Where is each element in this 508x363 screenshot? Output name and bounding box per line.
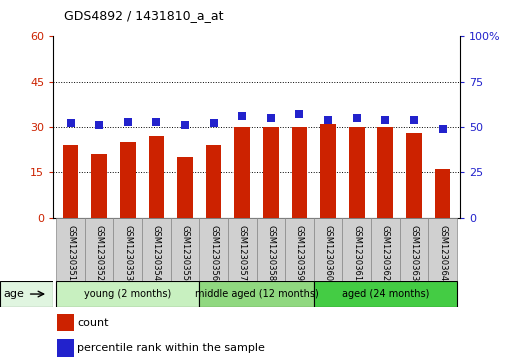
Bar	[234, 127, 250, 218]
Point	[296, 111, 304, 117]
Point	[324, 117, 332, 123]
Text: GSM1230353: GSM1230353	[123, 225, 132, 282]
Bar	[314, 218, 342, 281]
Text: age: age	[3, 289, 24, 299]
Point	[410, 117, 418, 123]
Point	[181, 122, 189, 128]
Text: GSM1230351: GSM1230351	[66, 225, 75, 281]
Bar	[400, 218, 428, 281]
Text: GSM1230363: GSM1230363	[409, 225, 419, 282]
Point	[238, 113, 246, 119]
Text: GSM1230359: GSM1230359	[295, 225, 304, 281]
Text: middle aged (12 months): middle aged (12 months)	[195, 289, 319, 299]
Point	[438, 126, 447, 132]
Text: young (2 months): young (2 months)	[84, 289, 171, 299]
Bar	[428, 218, 457, 281]
Bar	[206, 145, 221, 218]
Point	[152, 119, 161, 125]
Text: GSM1230357: GSM1230357	[238, 225, 247, 282]
Bar	[56, 281, 199, 307]
Point	[209, 121, 217, 126]
Point	[123, 119, 132, 125]
Bar	[56, 218, 85, 281]
Point	[382, 117, 390, 123]
Bar	[91, 154, 107, 218]
Bar	[292, 127, 307, 218]
Point	[353, 115, 361, 121]
Bar	[171, 218, 199, 281]
Point	[267, 115, 275, 121]
Text: GSM1230358: GSM1230358	[266, 225, 275, 282]
Bar	[320, 124, 336, 218]
Text: count: count	[77, 318, 109, 328]
Bar	[377, 127, 393, 218]
Text: GSM1230354: GSM1230354	[152, 225, 161, 281]
Bar	[57, 314, 75, 331]
Bar	[435, 170, 451, 218]
Bar	[342, 218, 371, 281]
Text: GSM1230361: GSM1230361	[352, 225, 361, 282]
Text: GSM1230352: GSM1230352	[94, 225, 104, 281]
Bar	[113, 218, 142, 281]
Bar	[285, 218, 314, 281]
Bar	[314, 281, 457, 307]
Text: GSM1230355: GSM1230355	[180, 225, 189, 281]
Bar	[120, 142, 136, 218]
Text: GSM1230356: GSM1230356	[209, 225, 218, 282]
Bar	[148, 136, 164, 218]
Bar	[62, 145, 78, 218]
Text: GDS4892 / 1431810_a_at: GDS4892 / 1431810_a_at	[64, 9, 223, 22]
Bar	[199, 218, 228, 281]
Bar	[177, 157, 193, 218]
Bar	[142, 218, 171, 281]
Bar	[228, 218, 257, 281]
Text: GSM1230360: GSM1230360	[324, 225, 333, 282]
Bar	[199, 281, 314, 307]
Text: percentile rank within the sample: percentile rank within the sample	[77, 343, 265, 353]
Bar	[263, 127, 279, 218]
Bar	[57, 339, 75, 357]
Text: GSM1230364: GSM1230364	[438, 225, 447, 282]
Bar	[406, 133, 422, 218]
Point	[95, 122, 103, 128]
Point	[67, 121, 75, 126]
Bar	[85, 218, 113, 281]
Text: GSM1230362: GSM1230362	[381, 225, 390, 282]
Text: aged (24 months): aged (24 months)	[342, 289, 429, 299]
Bar	[371, 218, 400, 281]
Bar	[257, 218, 285, 281]
Bar	[349, 127, 365, 218]
